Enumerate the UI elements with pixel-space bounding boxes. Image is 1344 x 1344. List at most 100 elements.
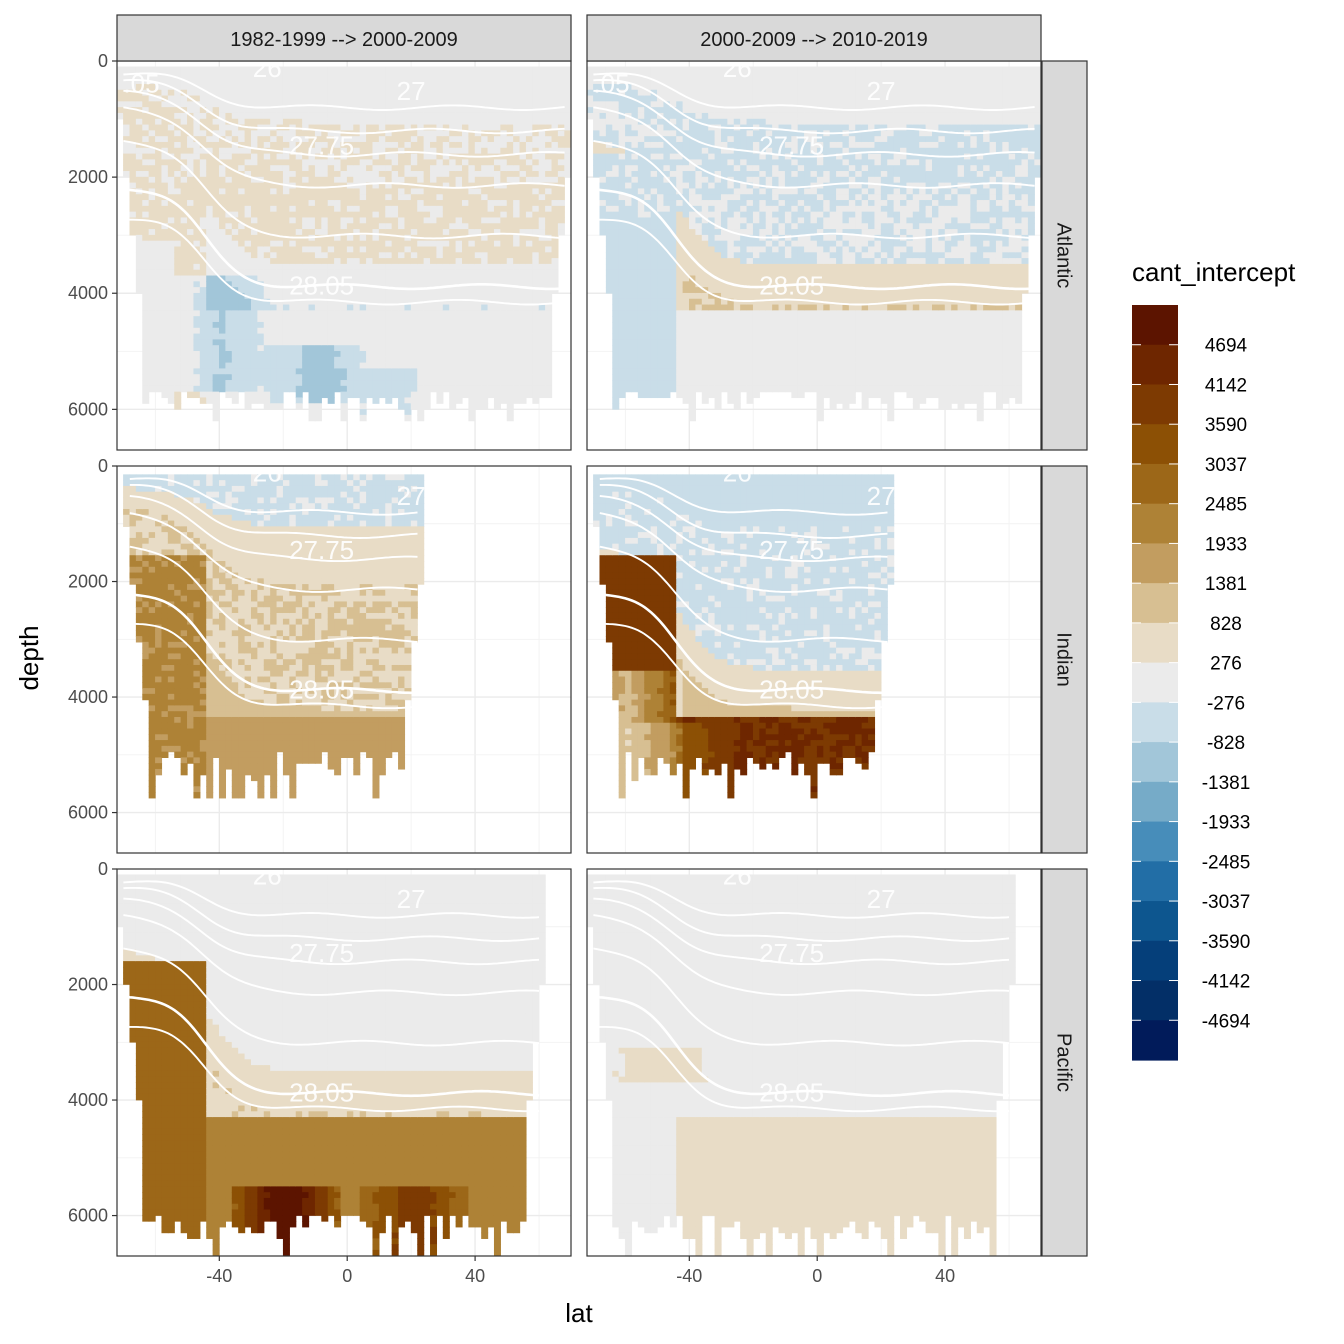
legend-color-step [1132, 424, 1178, 465]
legend-break-label: -4694 [1202, 1011, 1251, 1032]
panel-border [586, 465, 1042, 854]
legend-color-step [1132, 344, 1178, 386]
column-strip-label: 2000-2009 --> 2010-2019 [700, 29, 927, 51]
isopycnal-label-27-75: 27.75 [759, 938, 824, 968]
row-strip-label: Pacific [1053, 1033, 1075, 1092]
isopycnal-line [599, 512, 888, 593]
row-strip-label: Indian [1053, 632, 1075, 687]
isopycnal-label-26: 26 [723, 53, 752, 83]
isopycnal-line [129, 483, 418, 539]
x-tick-label: -40 [206, 1266, 232, 1286]
panel-indian-2: 27.75 28.05 27 26 [586, 458, 1042, 854]
isopycnal-line [599, 483, 888, 539]
isopycnal-label-26: 26 [253, 53, 282, 83]
isopycnal-line [593, 897, 1010, 966]
legend-break-label: -276 [1207, 693, 1245, 714]
isopycnal-lines [593, 72, 1035, 306]
isopycnal-label-05: .05 [593, 68, 629, 98]
isopycnal-label-27: 27 [397, 884, 426, 914]
isopycnal-label-27: 27 [867, 76, 896, 106]
y-tick-label: 0 [98, 859, 108, 879]
legend-title: cant_intercept [1132, 257, 1296, 287]
x-tick-label: 0 [812, 1266, 822, 1286]
legend-break-label: 1381 [1205, 574, 1247, 595]
panel-pacific-1: 27.75 28.05 27 26 [116, 861, 572, 1257]
y-tick-label: 2000 [68, 167, 108, 187]
isopycnal-line [123, 880, 540, 919]
column-strip-2: 2000-2009 --> 2010-2019 [586, 14, 1042, 62]
isopycnal-line [123, 1025, 540, 1113]
isopycnal-lines [599, 477, 888, 710]
isopycnal-label-28-05: 28.05 [759, 674, 824, 704]
x-tick-label: -40 [676, 1266, 702, 1286]
isopycnal-line [123, 897, 540, 966]
legend-color-step [1132, 702, 1178, 743]
legend-break-label: -3590 [1202, 932, 1251, 953]
isopycnal-line [129, 477, 418, 516]
y-tick-label: 2000 [68, 572, 108, 592]
legend-break-label: -1381 [1202, 773, 1251, 794]
legend-break-label: 4142 [1205, 375, 1247, 396]
legend-color-step [1132, 901, 1178, 942]
legend-layer: 4694 4142 3590 3037 2485 1933 1381 828 276 -276 -8… [1132, 305, 1251, 1061]
x-axis-title: lat [565, 1298, 593, 1328]
isopycnal-labels: 27.75 28.05 27 26 .05 [123, 53, 425, 301]
row-strip-atlantic: Atlantic [1041, 60, 1088, 451]
isopycnal-label-27-75: 27.75 [759, 535, 824, 565]
legend-color-step [1132, 742, 1178, 783]
legend-color-step [1132, 463, 1178, 505]
isopycnal-line [123, 914, 540, 997]
isopycnal-label-27: 27 [397, 481, 426, 511]
legend-color-step [1132, 821, 1178, 862]
column-strip-label: 1982-1999 --> 2000-2009 [230, 29, 457, 51]
x-tick-label: 0 [342, 1266, 352, 1286]
legend-break-label: 1933 [1205, 534, 1247, 555]
isopycnal-line [599, 593, 888, 695]
isopycnal-lines [123, 72, 565, 306]
legend-color-step [1132, 583, 1178, 624]
legend-break-label: 2485 [1205, 495, 1247, 516]
isopycnal-line [593, 914, 1010, 997]
isopycnal-line [599, 477, 888, 516]
isopycnal-label-26: 26 [723, 458, 752, 488]
isopycnal-label-27: 27 [867, 481, 896, 511]
isopycnal-line [129, 545, 418, 643]
axes-layer: 020004000600002000400060000200040006000-… [68, 14, 1088, 1286]
isopycnal-line [593, 886, 1010, 942]
y-axis-title: depth [14, 625, 44, 690]
legend-break-label: 828 [1210, 614, 1242, 635]
y-tick-label: 4000 [68, 687, 108, 707]
y-tick-label: 0 [98, 456, 108, 476]
legend-color-step [1132, 1020, 1178, 1061]
legend-break-label: 4694 [1205, 336, 1248, 357]
isopycnal-line [129, 593, 418, 695]
cant-field [587, 874, 1016, 1256]
isopycnal-line [593, 995, 1010, 1098]
isopycnal-line [593, 72, 1035, 111]
y-tick-label: 0 [98, 51, 108, 71]
isopycnal-label-28-05: 28.05 [759, 1077, 824, 1107]
isopycnal-labels: 27.75 28.05 27 26 .05 [593, 53, 896, 301]
cant-field [117, 66, 571, 422]
isopycnal-line [129, 512, 418, 593]
panel-border [116, 868, 572, 1257]
isopycnal-line [593, 947, 1010, 1047]
isopycnal-line [593, 79, 1035, 135]
legend-color-step [1132, 622, 1178, 664]
isopycnal-line [593, 188, 1035, 291]
legend-color-step [1132, 980, 1178, 1021]
row-strip-label: Atlantic [1053, 223, 1075, 289]
legend-color-step [1132, 662, 1178, 703]
isopycnal-line [593, 218, 1035, 306]
panel-atlantic-1: 27.75 28.05 27 26 .05 [116, 53, 572, 451]
isopycnal-label-28-05: 28.05 [289, 674, 354, 704]
isopycnal-label-05: .05 [123, 68, 159, 98]
isopycnal-label-26: 26 [253, 861, 282, 891]
row-strip-pacific: Pacific [1041, 868, 1088, 1257]
cant-field [587, 66, 1041, 422]
isopycnal-label-28-05: 28.05 [759, 271, 824, 301]
isopycnal-line [599, 495, 888, 563]
isopycnal-labels: 27.75 28.05 27 26 [723, 869, 896, 1107]
isopycnal-line [123, 886, 540, 942]
isopycnal-lines [123, 880, 540, 1113]
